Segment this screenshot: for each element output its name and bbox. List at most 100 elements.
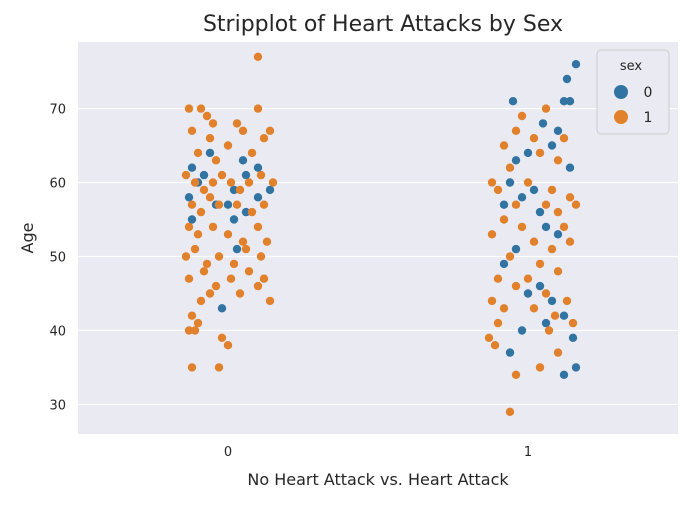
data-point-sex-1 [253, 281, 263, 291]
plot-area [78, 42, 678, 434]
data-point-sex-1 [529, 134, 539, 143]
data-point-sex-0 [517, 193, 527, 202]
data-point-sex-1 [487, 296, 497, 306]
data-point-sex-0 [511, 156, 521, 165]
data-point-sex-1 [490, 341, 500, 350]
data-point-sex-1 [547, 244, 557, 254]
data-point-sex-1 [184, 104, 194, 113]
data-point-sex-1 [268, 178, 278, 187]
data-point-sex-0 [199, 170, 209, 180]
data-point-sex-1 [505, 252, 515, 261]
data-point-sex-1 [187, 311, 197, 320]
data-point-sex-1 [214, 363, 224, 372]
data-point-sex-1 [265, 296, 275, 306]
data-point-sex-0 [523, 289, 533, 298]
data-point-sex-0 [565, 163, 575, 172]
data-point-sex-1 [244, 178, 254, 187]
data-point-sex-1 [190, 244, 200, 254]
legend-label-1: 1 [644, 110, 653, 126]
data-point-sex-1 [256, 252, 266, 261]
data-point-sex-0 [232, 244, 242, 254]
data-point-sex-1 [232, 200, 242, 209]
data-point-sex-0 [529, 185, 539, 195]
data-point-sex-0 [184, 193, 194, 202]
data-point-sex-1 [202, 111, 212, 121]
y-tick-label: 60 [49, 177, 66, 192]
data-point-sex-0 [511, 244, 521, 254]
data-point-sex-1 [193, 148, 203, 158]
data-point-sex-1 [238, 237, 248, 246]
data-point-sex-1 [541, 200, 551, 209]
data-point-sex-1 [523, 178, 533, 187]
data-point-sex-0 [571, 363, 581, 372]
data-point-sex-1 [511, 370, 521, 379]
data-point-sex-0 [241, 207, 251, 217]
data-point-sex-1 [493, 318, 503, 328]
data-point-sex-0 [559, 311, 569, 320]
data-point-sex-1 [259, 200, 269, 209]
data-point-sex-1 [511, 126, 521, 135]
data-point-sex-0 [253, 163, 263, 172]
data-point-sex-1 [205, 193, 215, 202]
data-point-sex-1 [184, 274, 194, 283]
data-point-sex-1 [568, 318, 578, 328]
data-point-sex-0 [565, 97, 575, 106]
data-point-sex-1 [484, 333, 494, 342]
data-point-sex-1 [505, 407, 515, 416]
data-point-sex-1 [196, 104, 206, 113]
data-point-sex-1 [208, 178, 218, 187]
data-point-sex-1 [193, 230, 203, 239]
data-point-sex-1 [214, 252, 224, 261]
data-point-sex-0 [553, 126, 563, 135]
data-point-sex-1 [565, 193, 575, 202]
y-tick-label: 30 [49, 398, 66, 413]
data-point-sex-0 [238, 156, 248, 165]
data-point-sex-0 [535, 281, 545, 291]
data-point-sex-1 [535, 363, 545, 372]
legend-label-0: 0 [644, 85, 653, 101]
data-point-sex-1 [211, 281, 221, 291]
data-point-sex-1 [235, 289, 245, 298]
data-point-sex-0 [187, 215, 197, 224]
data-point-sex-1 [529, 237, 539, 246]
data-point-sex-1 [565, 237, 575, 246]
data-point-sex-1 [187, 200, 197, 209]
data-point-sex-1 [535, 259, 545, 269]
legend-title: sex [620, 59, 643, 74]
data-point-sex-1 [541, 104, 551, 113]
data-point-sex-1 [259, 274, 269, 283]
data-point-sex-1 [229, 259, 239, 269]
data-point-sex-1 [184, 326, 194, 335]
data-point-sex-1 [202, 259, 212, 269]
data-point-sex-0 [517, 326, 527, 335]
data-point-sex-1 [487, 230, 497, 239]
data-point-sex-0 [265, 185, 275, 195]
data-point-sex-1 [223, 341, 233, 350]
data-point-sex-0 [523, 148, 533, 158]
y-tick-label: 70 [49, 103, 66, 118]
data-point-sex-0 [547, 141, 557, 150]
data-point-sex-1 [523, 274, 533, 283]
data-point-sex-1 [553, 267, 563, 276]
data-point-sex-1 [499, 215, 509, 224]
data-point-sex-1 [247, 148, 257, 158]
data-point-sex-1 [208, 222, 218, 232]
data-point-sex-0 [553, 230, 563, 239]
y-axis-label: Age [18, 223, 37, 254]
data-point-sex-1 [187, 363, 197, 372]
data-point-sex-1 [235, 185, 245, 195]
data-point-sex-1 [265, 126, 275, 135]
data-point-sex-0 [505, 348, 515, 357]
data-point-sex-0 [241, 170, 251, 180]
data-point-sex-1 [181, 252, 191, 261]
data-point-sex-1 [541, 289, 551, 298]
data-point-sex-1 [205, 134, 215, 143]
data-point-sex-0 [217, 304, 227, 313]
data-point-sex-0 [559, 370, 569, 379]
data-point-sex-0 [229, 215, 239, 224]
data-point-sex-1 [208, 119, 218, 128]
data-point-sex-0 [562, 74, 572, 84]
data-point-sex-1 [253, 52, 263, 61]
data-point-sex-1 [217, 170, 227, 180]
data-point-sex-1 [559, 134, 569, 143]
